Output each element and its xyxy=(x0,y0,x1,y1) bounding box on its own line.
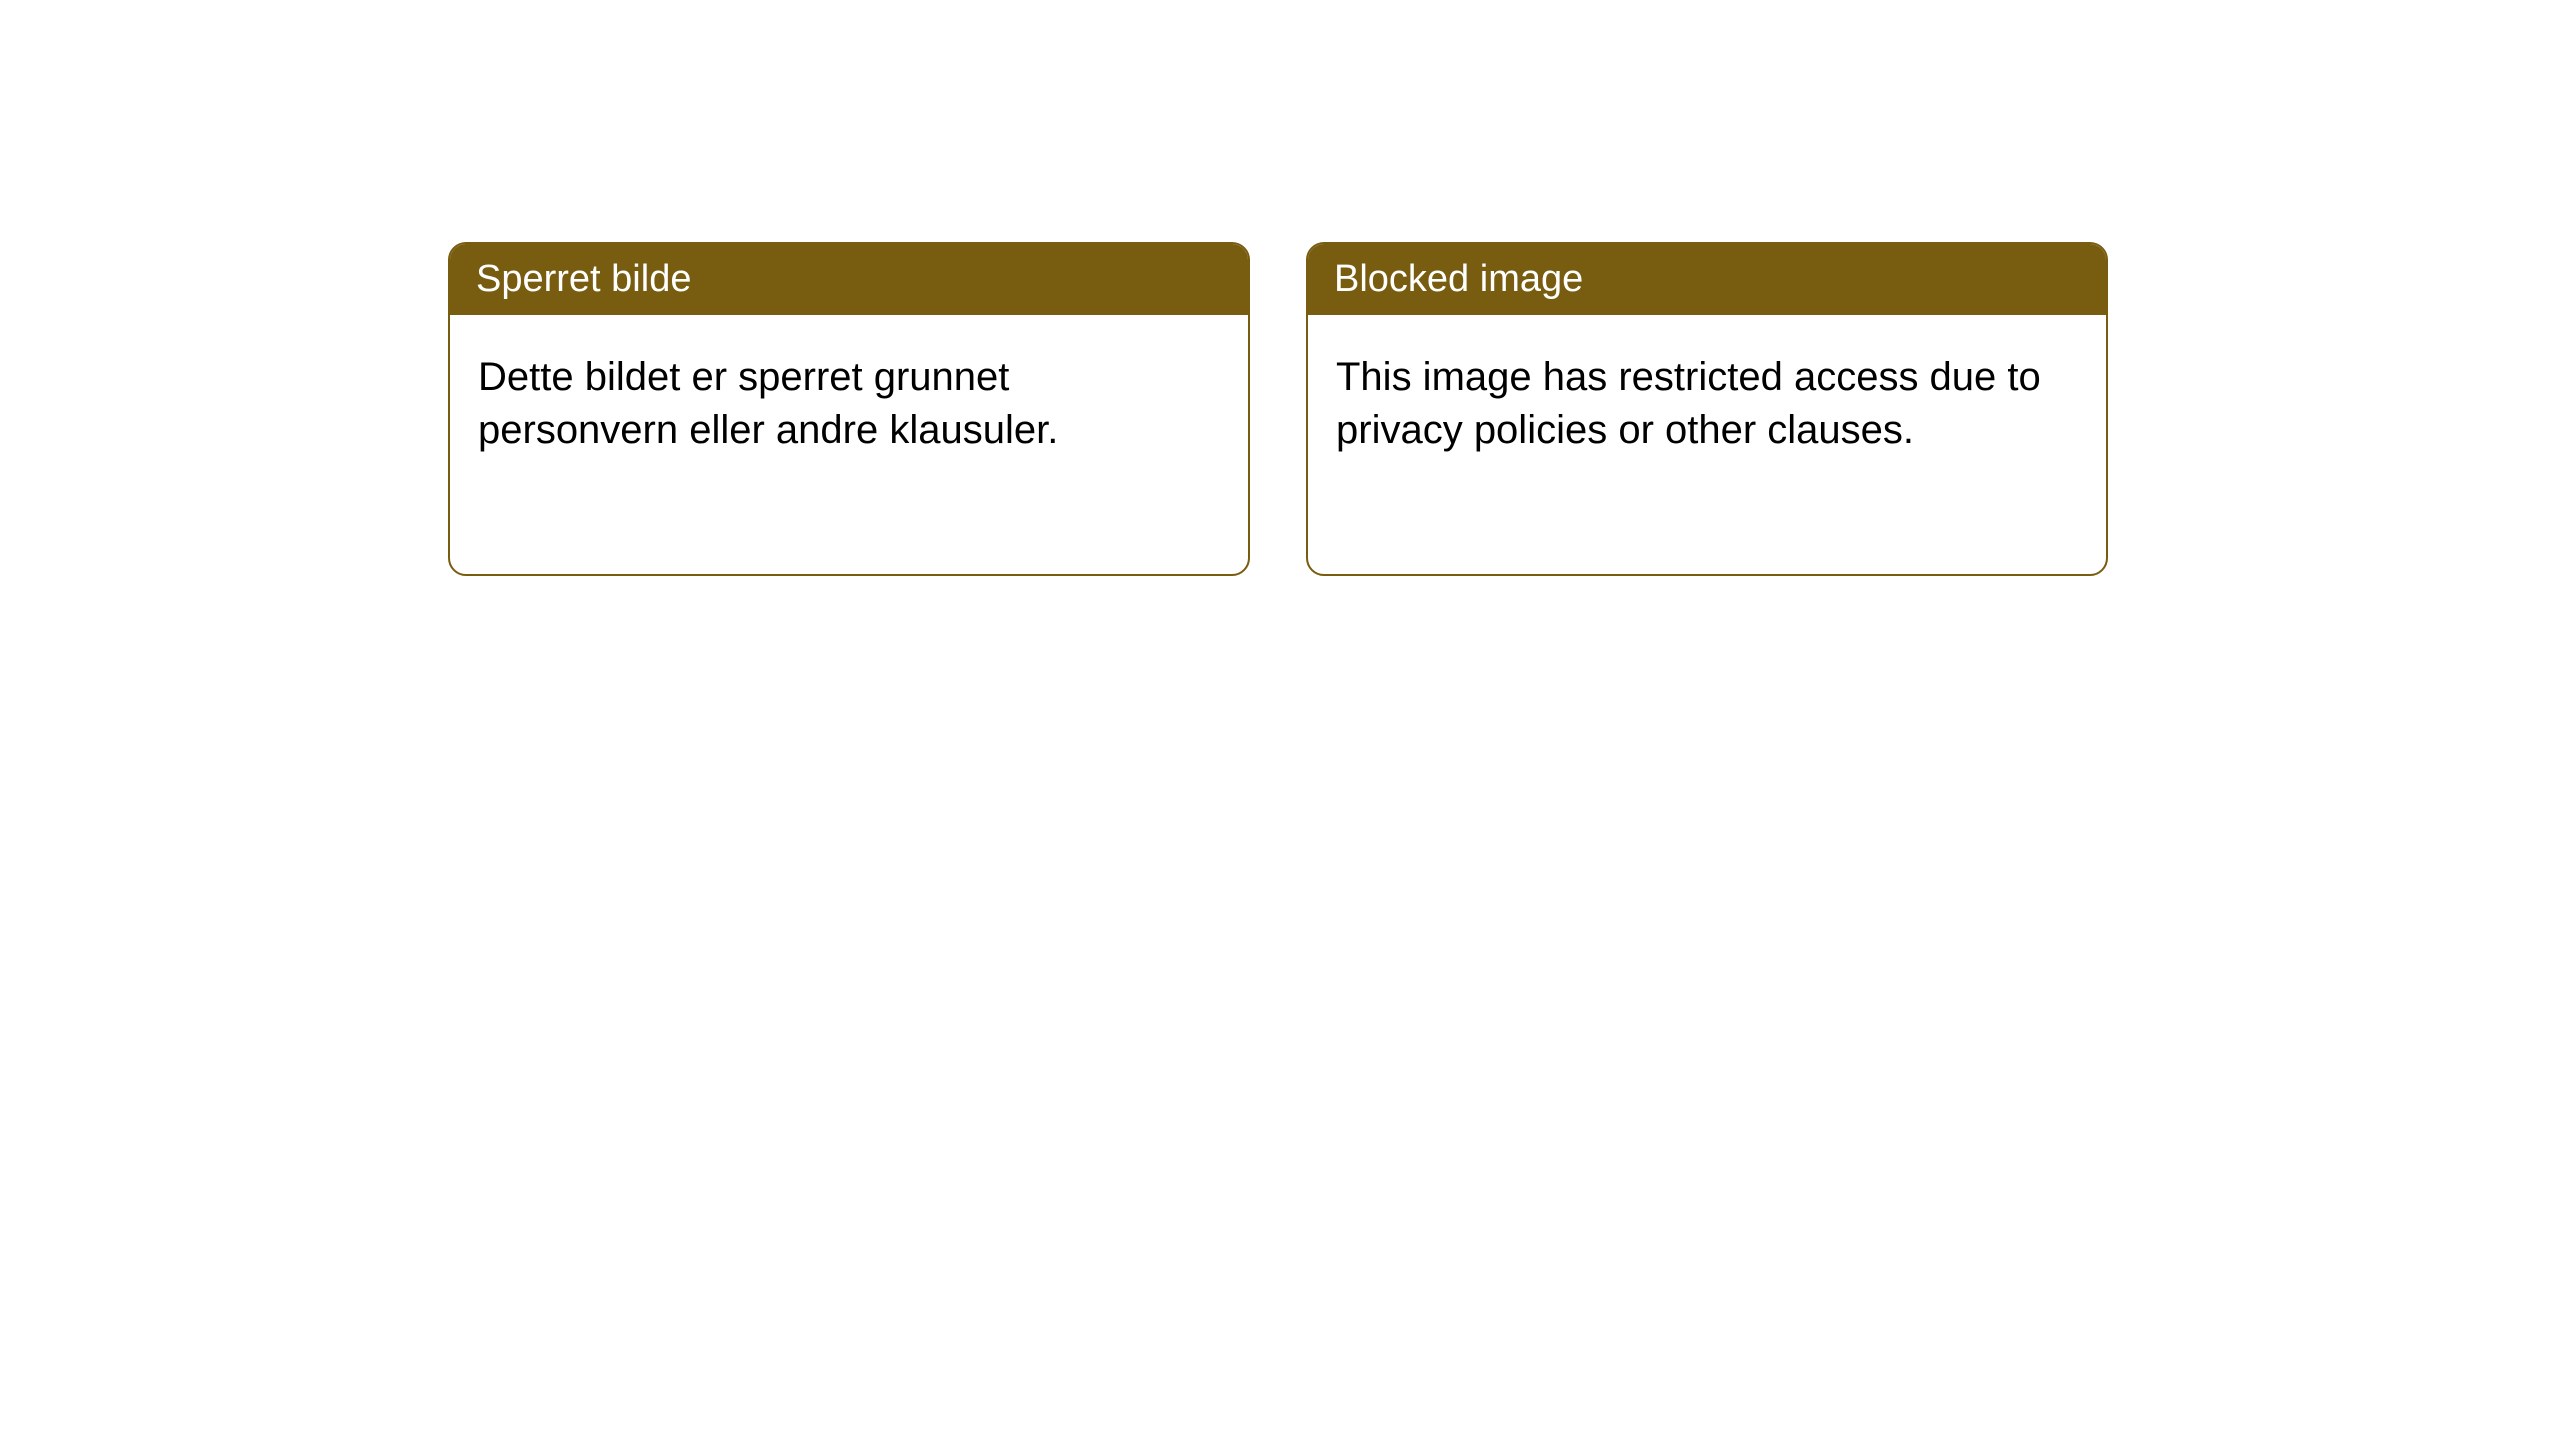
notice-card-header: Sperret bilde xyxy=(450,244,1248,315)
notice-card-title: Sperret bilde xyxy=(476,258,691,300)
notice-card-title: Blocked image xyxy=(1334,258,1583,300)
notice-card-header: Blocked image xyxy=(1308,244,2106,315)
notice-cards-container: Sperret bilde Dette bildet er sperret gr… xyxy=(448,242,2560,576)
notice-card-norwegian: Sperret bilde Dette bildet er sperret gr… xyxy=(448,242,1250,576)
notice-card-message: This image has restricted access due to … xyxy=(1336,355,2041,452)
notice-card-body: Dette bildet er sperret grunnet personve… xyxy=(450,315,1248,493)
notice-card-message: Dette bildet er sperret grunnet personve… xyxy=(478,355,1058,452)
notice-card-english: Blocked image This image has restricted … xyxy=(1306,242,2108,576)
notice-card-body: This image has restricted access due to … xyxy=(1308,315,2106,493)
